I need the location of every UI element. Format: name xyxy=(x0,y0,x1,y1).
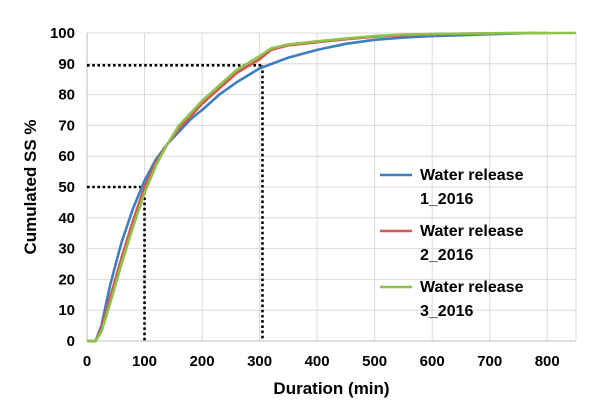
series-lines xyxy=(87,31,577,343)
y-tick-label: 50 xyxy=(58,179,75,196)
tick-labels: 0 100 200 300 400 500 600 700 800 0 10 20 30 40 50 60 70… xyxy=(50,25,560,370)
y-tick-label: 40 xyxy=(58,210,75,227)
y-tick-label: 10 xyxy=(58,302,75,319)
y-tick-label: 100 xyxy=(50,25,75,42)
y-tick-label: 70 xyxy=(58,117,75,134)
y-tick-label: 60 xyxy=(58,148,75,165)
x-tick-label: 700 xyxy=(477,353,502,370)
x-tick-label: 500 xyxy=(362,353,387,370)
legend-label-2: Water release 2_2016 xyxy=(420,223,524,264)
x-axis-title: Duration (min) xyxy=(273,379,389,398)
x-tick-label: 400 xyxy=(305,353,330,370)
legend: Water release 1_2016 Water release 2_2016 Wa… xyxy=(380,167,524,320)
y-tick-label: 90 xyxy=(58,56,75,73)
series-line-1 xyxy=(87,31,536,343)
x-tick-label: 800 xyxy=(535,353,560,370)
x-tick-label: 200 xyxy=(190,353,215,370)
x-tick-label: 600 xyxy=(420,353,445,370)
y-tick-label: 20 xyxy=(58,271,75,288)
reference-lines xyxy=(87,64,264,341)
legend-label-3: Water release 3_2016 xyxy=(420,279,524,320)
y-tick-label: 0 xyxy=(67,333,75,350)
x-tick-label: 300 xyxy=(247,353,272,370)
x-tick-label: 100 xyxy=(132,353,157,370)
y-tick-label: 80 xyxy=(58,87,75,104)
series-line-3 xyxy=(87,31,577,343)
y-tick-label: 30 xyxy=(58,241,75,258)
legend-label-1: Water release 1_2016 xyxy=(420,167,524,208)
x-tick-label: 0 xyxy=(83,353,91,370)
y-axis-title: Cumulated SS % xyxy=(21,119,40,254)
